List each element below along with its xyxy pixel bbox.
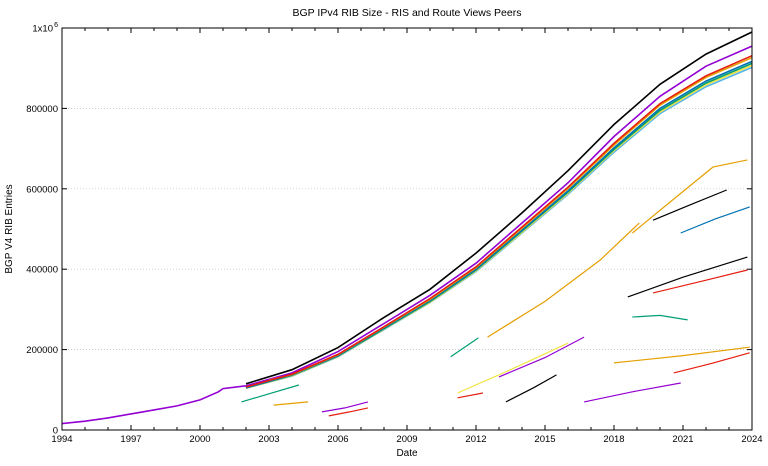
grid-lines <box>62 108 752 350</box>
x-tick-label: 1994 <box>51 434 72 445</box>
series-line-0 <box>61 45 753 425</box>
x-tick-label: 2021 <box>672 434 693 445</box>
x-tick-label: 2018 <box>603 434 624 445</box>
series-line-24 <box>273 401 309 406</box>
series-line-14 <box>632 314 688 321</box>
series-line-10 <box>652 189 727 221</box>
x-axis: 1994 1997 2000 2003 2006 2009 2012 2015 2018 2021… <box>51 28 763 445</box>
series-line-23 <box>241 384 300 403</box>
series-line-19 <box>583 382 681 403</box>
series-line-12 <box>627 256 748 298</box>
series-line-17 <box>457 392 484 399</box>
x-tick-label: 1997 <box>120 434 141 445</box>
series-line-8 <box>487 222 640 338</box>
plot-frame <box>61 27 753 431</box>
series-line-13 <box>652 269 748 294</box>
series-line-11 <box>680 206 750 234</box>
y-tick-label: 400000 <box>26 265 58 276</box>
x-tick-label: 2003 <box>258 434 279 445</box>
x-tick-label: 2006 <box>327 434 348 445</box>
series-line-15 <box>498 336 585 378</box>
y-tick-label: 600000 <box>26 184 58 195</box>
series-line-9 <box>632 159 748 234</box>
y-tick-label: 0 <box>53 426 58 437</box>
y-axis: 0 200000 400000 600000 800000 1x10 6 <box>26 22 752 437</box>
series-line-22 <box>450 337 479 358</box>
series-line-3 <box>245 62 753 389</box>
x-axis-label: Date <box>396 448 418 459</box>
series-line-26 <box>328 407 369 417</box>
x-tick-label: 2009 <box>396 434 417 445</box>
y-tick-label: 800000 <box>26 104 58 115</box>
series-line-7 <box>245 31 753 385</box>
series-line-2 <box>245 64 753 389</box>
chart-title: BGP IPv4 RIB Size - RIS and Route Views … <box>293 7 522 19</box>
series-line-1 <box>245 66 753 389</box>
x-tick-label: 2012 <box>465 434 486 445</box>
y-axis-label: BGP V4 RIB Entries <box>4 184 15 273</box>
x-tick-label: 2015 <box>534 434 555 445</box>
y-tick-exponent: 6 <box>54 22 58 29</box>
x-tick-label: 2000 <box>189 434 210 445</box>
series-line-4 <box>245 60 753 389</box>
series-line-20 <box>613 346 750 364</box>
series-line-5 <box>268 56 753 381</box>
series-line-6 <box>245 54 753 388</box>
series-group <box>61 31 753 425</box>
series-line-25 <box>321 401 369 413</box>
x-tick-label: 2024 <box>741 434 762 445</box>
series-line-21 <box>673 352 750 374</box>
series-line-16 <box>457 342 569 394</box>
series-line-18 <box>505 374 557 403</box>
y-tick-label: 200000 <box>26 345 58 356</box>
y-tick-label: 1x10 <box>32 24 53 35</box>
